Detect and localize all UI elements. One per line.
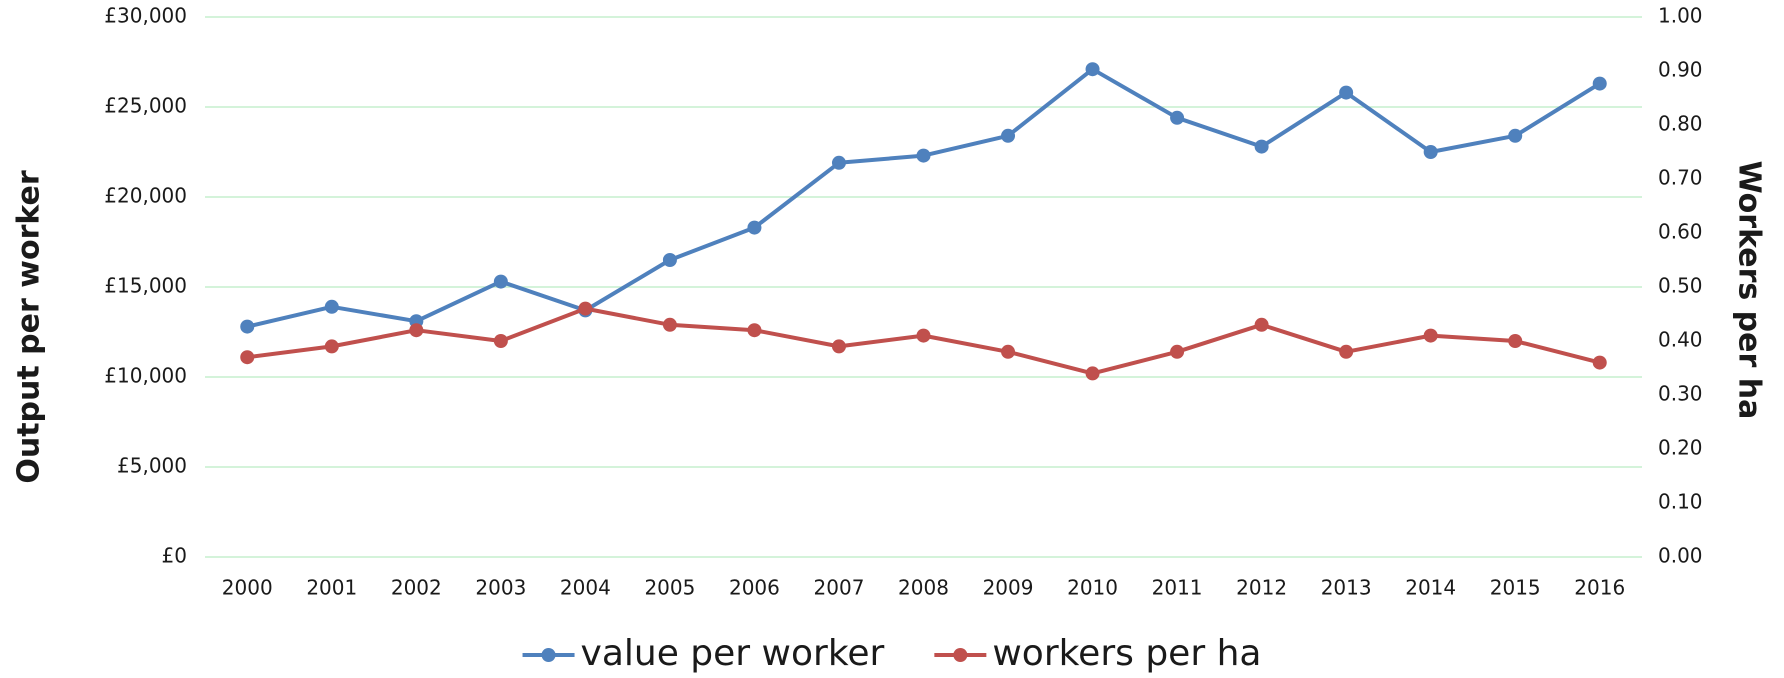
- data-point: [1254, 139, 1269, 154]
- x-tick-label: 2004: [560, 576, 611, 600]
- data-point: [662, 317, 677, 332]
- x-tick-label: 2014: [1405, 576, 1456, 600]
- data-point: [831, 155, 846, 170]
- x-tick-label: 2009: [983, 576, 1034, 600]
- data-point: [240, 350, 255, 365]
- y2-tick-label: 0.40: [1658, 328, 1703, 352]
- x-tick-label: 2001: [306, 576, 357, 600]
- data-point: [1001, 128, 1016, 143]
- data-point: [493, 274, 508, 289]
- data-point: [324, 339, 339, 354]
- data-point: [1508, 128, 1523, 143]
- data-point: [747, 323, 762, 338]
- y-tick-label: £10,000: [104, 364, 187, 388]
- data-point: [747, 220, 762, 235]
- x-tick-label: 2012: [1236, 576, 1287, 600]
- data-point: [409, 323, 424, 338]
- data-point: [1592, 76, 1607, 91]
- data-point: [1339, 85, 1354, 100]
- x-tick-label: 2007: [814, 576, 865, 600]
- data-point: [1001, 344, 1016, 359]
- y-tick-label: £25,000: [104, 94, 187, 118]
- y2-tick-label: 0.20: [1658, 436, 1703, 460]
- data-point: [662, 253, 677, 267]
- x-tick-label: 2000: [222, 576, 273, 600]
- data-point: [493, 334, 508, 348]
- y-tick-label: £20,000: [104, 184, 187, 208]
- y2-tick-label: 0.80: [1658, 112, 1703, 136]
- y2-tick-label: 0.50: [1658, 274, 1703, 298]
- legend-marker: [541, 648, 556, 662]
- data-point: [1085, 366, 1100, 381]
- y2-tick-label: 0.90: [1658, 58, 1703, 82]
- x-tick-label: 2011: [1152, 576, 1203, 600]
- y2-tick-label: 0.60: [1658, 220, 1703, 244]
- data-point: [1085, 62, 1100, 77]
- x-tick-label: 2015: [1490, 576, 1541, 600]
- y-tick-label: £15,000: [104, 274, 187, 298]
- data-point: [578, 301, 593, 316]
- x-tick-label: 2006: [729, 576, 780, 600]
- y2-tick-label: 0.70: [1658, 166, 1703, 190]
- x-tick-label: 2005: [644, 576, 695, 600]
- data-point: [1170, 110, 1185, 125]
- y2-tick-label: 1.00: [1658, 4, 1703, 28]
- data-point: [324, 299, 339, 314]
- y2-axis-title: Workers per ha: [1732, 161, 1767, 420]
- legend-marker: [953, 648, 968, 662]
- legend-label: workers per ha: [992, 633, 1261, 674]
- x-tick-label: 2010: [1067, 576, 1118, 600]
- data-point: [240, 319, 255, 334]
- x-tick-label: 2013: [1321, 576, 1372, 600]
- data-point: [916, 148, 931, 163]
- series-line: [246, 67, 1601, 329]
- data-point: [1592, 355, 1607, 370]
- x-tick-label: 2016: [1574, 576, 1625, 600]
- data-point: [1339, 344, 1354, 359]
- y-tick-label: £0: [162, 544, 187, 568]
- y2-tick-label: 0.30: [1658, 382, 1703, 406]
- data-point: [831, 339, 846, 354]
- x-tick-label: 2008: [898, 576, 949, 600]
- y-axis-title: Output per worker: [12, 170, 47, 483]
- data-point: [1170, 344, 1185, 359]
- x-tick-label: 2002: [391, 576, 442, 600]
- x-tick-label: 2003: [475, 576, 526, 600]
- data-point: [1254, 317, 1269, 332]
- y-tick-label: £30,000: [104, 4, 187, 28]
- legend-label: value per worker: [581, 633, 885, 674]
- y2-tick-label: 0.10: [1658, 490, 1703, 514]
- data-point: [1423, 145, 1438, 159]
- data-point: [916, 328, 931, 343]
- data-point: [1508, 334, 1523, 348]
- data-point: [1423, 328, 1438, 343]
- y-tick-label: £5,000: [117, 454, 187, 478]
- y2-tick-label: 0.00: [1658, 544, 1703, 568]
